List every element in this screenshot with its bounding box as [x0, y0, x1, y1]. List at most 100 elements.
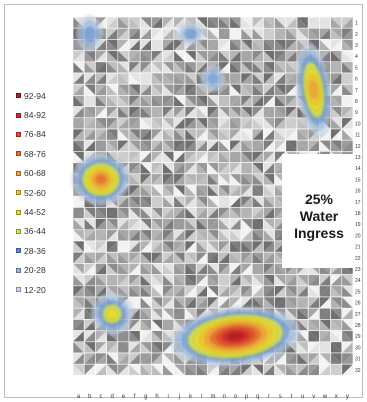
grid-cell-triangle	[196, 241, 208, 253]
grid-cell-triangle	[185, 173, 197, 185]
grid-cell-triangle	[106, 353, 118, 365]
grid-cell-triangle	[73, 364, 85, 376]
grid-cell-triangle	[241, 50, 253, 62]
grid-cell-triangle	[330, 28, 342, 40]
grid-cell-triangle	[229, 117, 241, 129]
grid-cell-triangle	[140, 185, 152, 197]
grid-cell-triangle	[73, 196, 85, 208]
grid-cell-triangle	[274, 17, 286, 29]
legend-item: 28-36	[16, 241, 72, 260]
grid-cell-triangle	[173, 297, 185, 309]
grid-cell-triangle	[106, 341, 118, 353]
grid-cell-triangle	[319, 308, 331, 320]
grid-cell-triangle	[263, 84, 275, 96]
grid-cell-triangle	[196, 229, 208, 241]
heat-contour	[310, 80, 318, 99]
grid-cell-triangle	[173, 319, 185, 331]
grid-cell-triangle	[185, 106, 197, 118]
grid-cell-triangle	[140, 28, 152, 40]
grid-cell-triangle	[162, 185, 174, 197]
grid-cell-triangle	[285, 274, 297, 286]
grid-cell-triangle	[263, 95, 275, 107]
grid-cell-triangle	[73, 353, 85, 365]
grid-cell-triangle	[330, 84, 342, 96]
grid-cell-triangle	[173, 353, 185, 365]
grid-cell-triangle	[229, 285, 241, 297]
legend-swatch	[16, 93, 21, 99]
grid-cell-triangle	[330, 353, 342, 365]
grid-cell-triangle	[151, 95, 163, 107]
grid-cell-triangle	[129, 229, 141, 241]
grid-cell-triangle	[162, 95, 174, 107]
grid-cell-triangle	[308, 28, 320, 40]
grid-cell-triangle	[185, 285, 197, 297]
legend-item: 60-68	[16, 164, 72, 183]
grid-cell-triangle	[229, 274, 241, 286]
grid-cell-triangle	[330, 17, 342, 29]
legend-label: 36-44	[24, 226, 46, 237]
grid-cell-triangle	[185, 106, 197, 118]
grid-cell-triangle	[297, 106, 309, 118]
grid-cell-triangle	[252, 106, 264, 118]
grid-cell-triangle	[117, 106, 129, 118]
grid-cell-triangle	[297, 140, 309, 152]
y-tick-label: 22	[355, 256, 361, 262]
grid-cell-triangle	[117, 364, 129, 376]
grid-cell-triangle	[151, 308, 163, 320]
grid-cell-triangle	[274, 50, 286, 62]
grid-cell-triangle	[73, 207, 85, 219]
grid-cell-triangle	[241, 17, 253, 29]
grid-cell-triangle	[229, 28, 241, 40]
grid-cell-triangle	[274, 117, 286, 129]
grid-cell-triangle	[129, 61, 141, 73]
grid-cell-triangle	[308, 308, 320, 320]
grid-cell-triangle	[263, 173, 275, 185]
grid-cell-triangle	[263, 263, 275, 275]
grid-cell-triangle	[229, 61, 241, 73]
grid-cell-triangle	[308, 28, 320, 40]
grid-cell-triangle	[229, 95, 241, 107]
grid-cell-triangle	[341, 129, 353, 141]
grid-cell-triangle	[196, 196, 208, 208]
grid-cell-triangle	[151, 353, 163, 365]
grid-cell-triangle	[274, 28, 286, 40]
grid-cell-triangle	[173, 285, 185, 297]
grid-cell-triangle	[252, 185, 264, 197]
grid-cell-triangle	[207, 229, 219, 241]
grid-cell-triangle	[73, 252, 85, 264]
grid-cell-triangle	[151, 140, 163, 152]
grid-cell-triangle	[140, 151, 152, 163]
x-tick-label: b	[88, 394, 92, 400]
grid-cell-triangle	[162, 84, 174, 96]
grid-cell-triangle	[140, 162, 152, 174]
grid-cell-triangle	[263, 61, 275, 73]
grid-cell-triangle	[162, 319, 174, 331]
grid-cell-triangle	[84, 95, 96, 107]
grid-cell-triangle	[140, 106, 152, 118]
grid-cell-triangle	[330, 28, 342, 40]
heat-contour	[106, 308, 118, 320]
grid-cell-triangle	[196, 39, 208, 51]
y-tick-label: 26	[355, 301, 361, 307]
grid-cell-triangle	[241, 106, 253, 118]
grid-cell-triangle	[341, 50, 353, 62]
grid-cell-triangle	[308, 129, 320, 141]
grid-cell-triangle	[151, 364, 163, 376]
grid-cell-triangle	[308, 274, 320, 286]
grid-cell-triangle	[162, 39, 174, 51]
grid-cell-triangle	[117, 207, 129, 219]
grid-cell	[341, 363, 354, 376]
grid-cell-triangle	[285, 285, 297, 297]
grid-cell-triangle	[274, 162, 286, 174]
grid-cell-triangle	[207, 241, 219, 253]
grid-cell-triangle	[106, 61, 118, 73]
grid-cell-triangle	[241, 106, 253, 118]
grid-cell-triangle	[140, 274, 152, 286]
grid-cell-triangle	[162, 241, 174, 253]
grid-cell-triangle	[330, 39, 342, 51]
grid-cell-triangle	[162, 140, 174, 152]
grid-cell-triangle	[218, 95, 230, 107]
grid-cell-triangle	[151, 73, 163, 85]
grid-cell-triangle	[330, 106, 342, 118]
grid-cell-triangle	[129, 297, 141, 309]
